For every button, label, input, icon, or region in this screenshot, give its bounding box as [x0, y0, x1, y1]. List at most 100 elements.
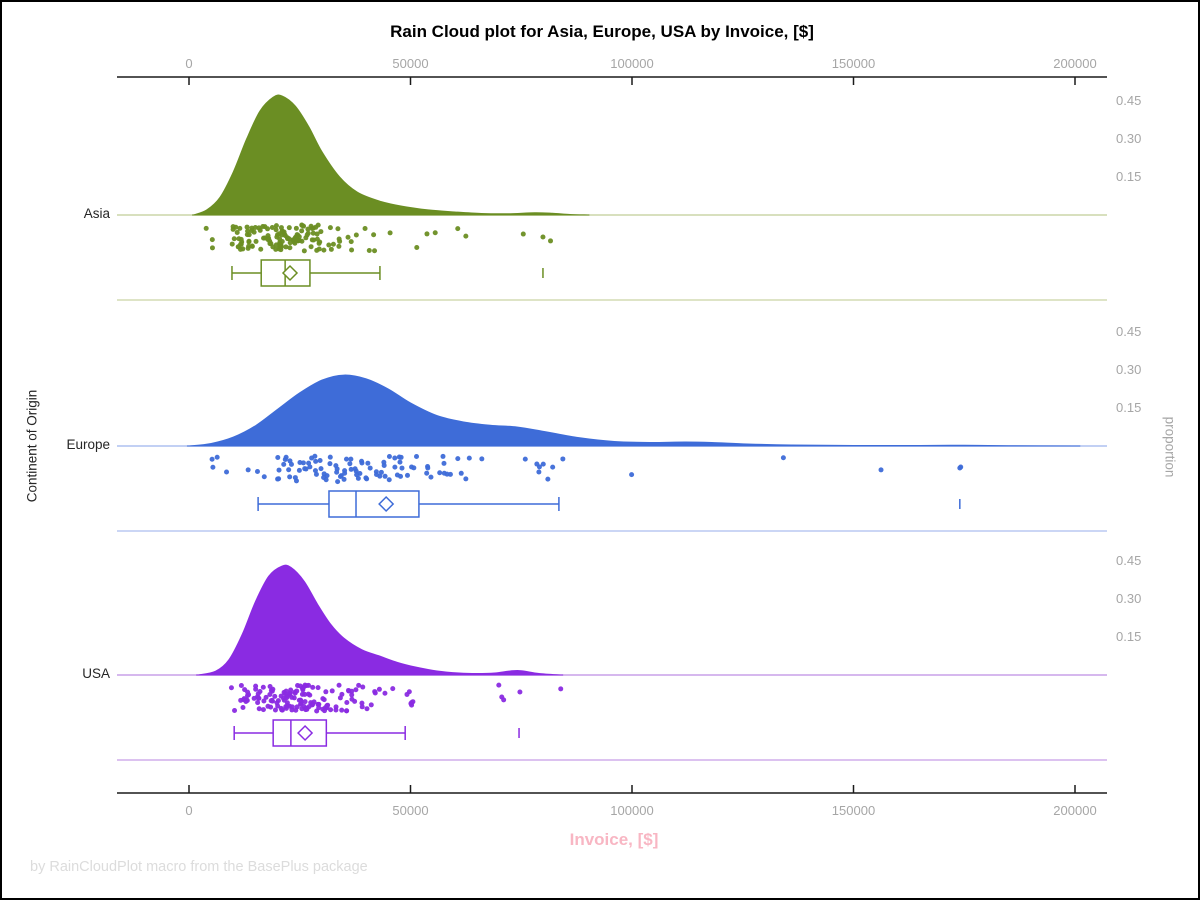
- rain-point: [365, 460, 371, 466]
- rain-point: [231, 236, 237, 242]
- rain-point: [410, 699, 416, 705]
- rain-point: [278, 242, 284, 248]
- rain-outlier-point: [517, 689, 523, 695]
- rain-point: [414, 454, 420, 460]
- box-iqr: [328, 490, 420, 518]
- rain-point: [366, 248, 372, 254]
- rain-point: [275, 476, 281, 482]
- rain-point: [382, 690, 388, 696]
- rain-point: [299, 223, 305, 229]
- rain-point: [355, 475, 361, 481]
- rain-point: [425, 465, 431, 471]
- rain-point: [344, 699, 350, 705]
- rain-point: [249, 243, 255, 249]
- rain-point: [323, 689, 329, 695]
- rain-point: [301, 248, 307, 254]
- rain-point: [270, 686, 276, 692]
- rain-point: [353, 687, 359, 693]
- proportion-tick-label: 0.30: [1116, 362, 1142, 377]
- x-tick-label: 0: [185, 803, 193, 818]
- x-tick-label: 50000: [392, 56, 429, 71]
- rain-point: [245, 467, 251, 473]
- rain-point: [323, 477, 329, 483]
- rain-point: [230, 224, 236, 230]
- rain-point: [261, 698, 267, 704]
- rain-point: [245, 228, 251, 234]
- rain-point: [320, 696, 326, 702]
- rain-point: [296, 238, 302, 244]
- rain-point: [282, 690, 288, 696]
- rain-point: [309, 455, 315, 461]
- rain-point: [287, 458, 293, 464]
- rain-point: [381, 459, 387, 465]
- rain-point: [364, 706, 370, 712]
- rain-point: [262, 224, 268, 230]
- rain-point: [283, 244, 289, 250]
- rain-point: [463, 476, 469, 482]
- rain-point: [305, 226, 311, 232]
- rain-point: [278, 247, 284, 253]
- rain-point: [362, 225, 368, 231]
- rain-point: [294, 688, 300, 694]
- x-tick-label: 100000: [610, 56, 654, 71]
- rain-point: [316, 246, 322, 252]
- rain-point: [337, 238, 343, 244]
- rain-point: [455, 226, 461, 232]
- rain-point: [336, 243, 342, 249]
- proportion-tick-label: 0.30: [1116, 591, 1142, 606]
- rain-point: [348, 239, 354, 245]
- rain-point: [359, 704, 365, 710]
- rain-point: [397, 459, 403, 465]
- rain-point: [305, 691, 311, 697]
- rain-point: [333, 463, 339, 469]
- rain-point: [297, 460, 303, 466]
- rain-point: [301, 704, 307, 710]
- rain-point: [256, 695, 262, 701]
- proportion-tick-label: 0.15: [1116, 169, 1142, 184]
- rain-point: [299, 228, 305, 234]
- category-label-asia: Asia: [83, 206, 110, 221]
- rain-point: [333, 704, 339, 710]
- rain-point: [282, 233, 288, 239]
- rain-point: [304, 232, 310, 238]
- rain-point: [254, 469, 260, 475]
- rain-point: [398, 454, 404, 460]
- rain-point: [337, 695, 343, 701]
- rain-point: [392, 464, 398, 470]
- rain-point: [310, 684, 316, 690]
- rain-point: [440, 453, 446, 459]
- rain-point: [210, 464, 216, 470]
- rain-point: [203, 225, 209, 231]
- rain-point: [347, 461, 353, 467]
- rain-point: [328, 707, 334, 713]
- rain-point: [272, 707, 278, 713]
- rain-point: [273, 223, 279, 229]
- chart-title: Rain Cloud plot for Asia, Europe, USA by…: [390, 22, 814, 41]
- rain-point: [387, 230, 393, 236]
- rain-point: [313, 458, 319, 464]
- rain-point: [458, 470, 464, 476]
- rain-point: [386, 453, 392, 459]
- rain-point: [348, 456, 354, 462]
- rain-point: [240, 246, 246, 252]
- proportion-tick-label: 0.30: [1116, 131, 1142, 146]
- rain-point: [353, 232, 359, 238]
- rain-point: [348, 466, 354, 472]
- rain-point: [629, 472, 635, 478]
- rain-point: [268, 704, 274, 710]
- rain-point: [334, 469, 340, 475]
- rain-point: [253, 683, 259, 689]
- rain-point: [283, 705, 289, 711]
- rain-point: [237, 225, 243, 231]
- rain-point: [341, 476, 347, 482]
- rain-point: [279, 707, 285, 713]
- rain-point: [283, 454, 289, 460]
- rain-point: [296, 697, 302, 703]
- rain-point: [378, 469, 384, 475]
- x-tick-label: 200000: [1053, 803, 1097, 818]
- rain-point: [372, 248, 378, 254]
- rain-point: [240, 705, 246, 711]
- rain-point: [372, 690, 378, 696]
- rain-point: [411, 465, 417, 471]
